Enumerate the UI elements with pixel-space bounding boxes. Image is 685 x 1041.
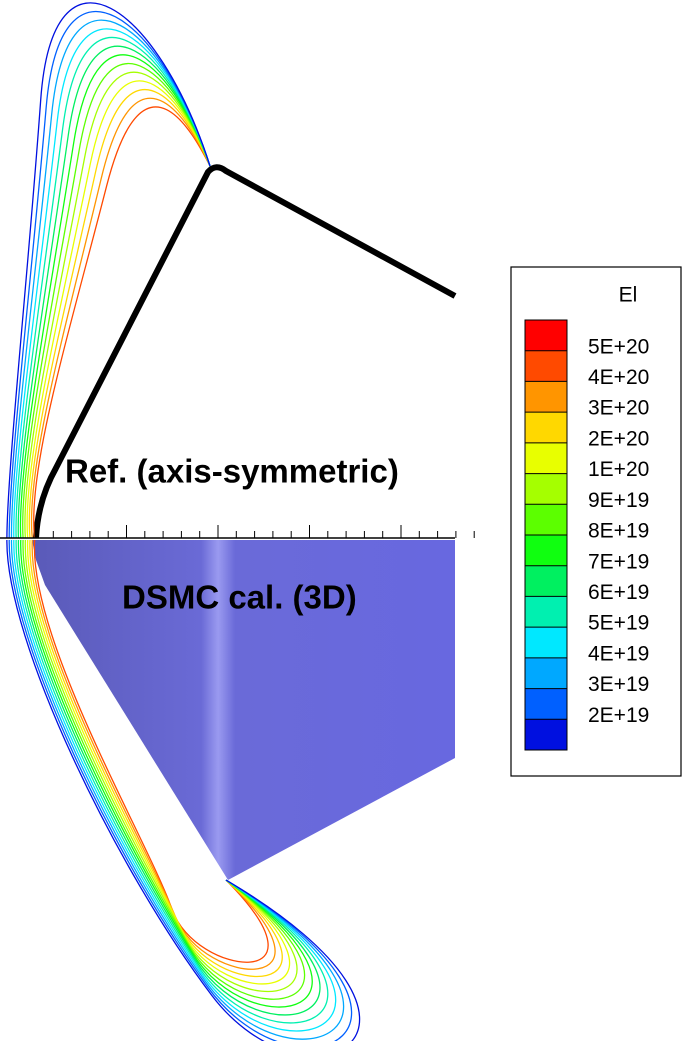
legend-label: 8E+19 <box>588 520 649 543</box>
contour-line <box>13 28 211 539</box>
annotation: DSMC cal. (3D) <box>122 579 357 616</box>
legend-swatch <box>525 719 567 750</box>
legend-swatch <box>525 657 567 689</box>
annotation: Ref. (axis-symmetric) <box>65 453 399 490</box>
legend-label: 5E+19 <box>588 612 649 635</box>
legend-swatch <box>525 565 567 597</box>
legend-label: 2E+20 <box>588 427 649 450</box>
legend-label: 4E+20 <box>588 366 649 389</box>
legend-title: El <box>619 284 638 307</box>
contour-line <box>10 539 345 1040</box>
legend-swatch <box>525 596 567 628</box>
contour-line <box>26 80 211 539</box>
contour-line <box>10 19 211 539</box>
legend-swatch <box>525 504 567 535</box>
legend-swatch <box>525 350 567 382</box>
legend-label: 7E+19 <box>588 550 649 573</box>
contour-line <box>6 539 361 1041</box>
contour-line <box>13 539 337 1032</box>
legend-label: 3E+19 <box>588 673 649 696</box>
legend-swatch <box>525 473 567 505</box>
legend-swatch <box>525 442 567 474</box>
legend-swatch <box>525 381 567 413</box>
legend-label: 6E+19 <box>588 581 649 604</box>
legend-swatch <box>525 412 567 443</box>
reference-body <box>33 164 457 539</box>
legend-label: 2E+19 <box>588 704 649 727</box>
contour-line <box>15 37 211 539</box>
contour-line <box>8 10 211 539</box>
legend-frame <box>524 319 568 751</box>
contour-line <box>6 2 211 539</box>
dsmc-body <box>32 540 455 880</box>
legend-label: 1E+20 <box>588 458 649 481</box>
contour-line <box>17 45 211 539</box>
contour-line <box>15 539 329 1024</box>
legend-swatch <box>525 535 567 566</box>
contour-line <box>22 539 306 1000</box>
contour-line <box>22 62 211 539</box>
contour-line <box>24 539 298 993</box>
contour-line <box>20 539 313 1008</box>
contour-line <box>17 539 321 1016</box>
contour-line <box>19 54 211 539</box>
legend-swatch <box>525 688 567 720</box>
legend-label: 3E+20 <box>588 397 649 420</box>
legend-label: 4E+19 <box>588 642 649 665</box>
contour-line <box>28 89 211 539</box>
legend-label: 5E+20 <box>588 335 649 358</box>
contour-line <box>30 97 211 539</box>
contour-line <box>8 539 353 1041</box>
legend-swatch <box>525 320 567 351</box>
contour-line <box>33 106 211 539</box>
legend-swatch <box>525 627 567 658</box>
contour-line <box>24 71 211 539</box>
legend-label: 9E+19 <box>588 489 649 512</box>
